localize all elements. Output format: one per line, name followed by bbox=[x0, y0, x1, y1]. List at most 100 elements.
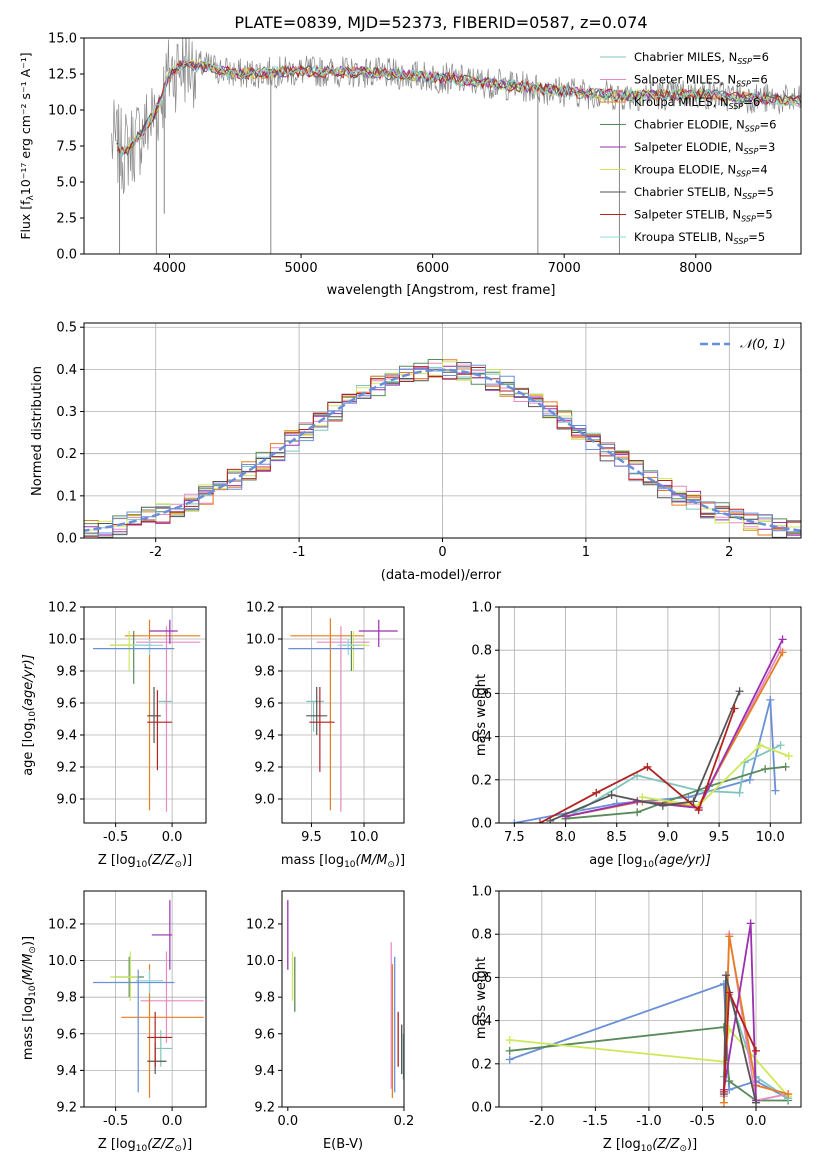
legend-label-sub: SSP bbox=[736, 170, 751, 179]
x-tick-label: 0.0 bbox=[277, 1114, 298, 1129]
y-tick-label: 0.8 bbox=[471, 644, 492, 659]
data-point-marker bbox=[784, 1090, 793, 1099]
y-tick-label: 0.6 bbox=[471, 971, 492, 986]
data-point-marker bbox=[735, 788, 744, 797]
data-point-marker bbox=[725, 932, 734, 941]
y-tick-label: 0.1 bbox=[56, 489, 77, 504]
y-tick-label: 9.2 bbox=[56, 1101, 77, 1116]
mZ-xlabel-rest: (Z/Z bbox=[147, 1137, 175, 1152]
legend-label-end: =6 bbox=[760, 118, 777, 132]
legend-label-sub: SSP bbox=[745, 125, 760, 134]
y-tick-label: 9.8 bbox=[56, 991, 77, 1006]
ageZ-ylabel: age [log10(age/yr)] bbox=[21, 654, 38, 776]
data-point-marker bbox=[694, 806, 703, 815]
y-tick-label: 9.4 bbox=[56, 729, 77, 744]
y-tick-label: 9.4 bbox=[56, 1064, 77, 1079]
x-tick-label: 1 bbox=[582, 545, 590, 560]
data-point-marker bbox=[746, 919, 755, 928]
ageM-xlabel-end: )] bbox=[395, 853, 405, 868]
legend-entry: 𝒩(0, 1) bbox=[740, 336, 786, 351]
data-point-marker bbox=[771, 786, 780, 795]
x-tick-label: 9.5 bbox=[301, 830, 322, 845]
y-tick-label: 9.8 bbox=[254, 991, 275, 1006]
legend-label: Chabrier MILES, N bbox=[634, 50, 737, 64]
data-point-marker bbox=[778, 635, 787, 644]
y-tick-label: 7.5 bbox=[56, 140, 77, 155]
mZ-xlabel-main: Z [log bbox=[98, 1137, 136, 1152]
legend-label-end: =6 bbox=[751, 73, 768, 87]
y-tick-label: 10.2 bbox=[48, 917, 77, 932]
y-tick-label: 0.6 bbox=[471, 687, 492, 702]
axes-frame bbox=[83, 606, 207, 824]
y-tick-label: 10.2 bbox=[246, 917, 275, 932]
residuals-panel: -2 -1 0 1 2 0.0 0.1 0.2 0.3 0.4 0.5 𝒩(0, 1) bbox=[56, 321, 802, 560]
mZ-ylabel-sub: 10 bbox=[28, 985, 38, 997]
axes-frame bbox=[281, 890, 405, 1108]
data-point-marker bbox=[505, 1055, 514, 1064]
figure-title: PLATE=0839, MJD=52373, FIBERID=0587, z=0… bbox=[234, 13, 647, 32]
y-tick-label: 9.2 bbox=[56, 761, 77, 776]
data-point-marker bbox=[725, 988, 734, 997]
legend-label: Kroupa MILES, N bbox=[634, 95, 729, 109]
y-tick-label: 12.5 bbox=[48, 68, 77, 83]
legend-label-sub: SSP bbox=[742, 192, 757, 201]
x-tick-label: 0.0 bbox=[746, 1114, 767, 1129]
ageZ-xlabel-sun: ⊙ bbox=[174, 860, 182, 870]
y-tick-label: 0.5 bbox=[56, 321, 77, 336]
data-point-marker bbox=[607, 790, 616, 799]
x-tick-label: 0.0 bbox=[162, 1114, 183, 1129]
y-tick-label: 10.0 bbox=[48, 633, 77, 648]
legend-label: Salpeter STELIB, N bbox=[634, 208, 741, 222]
y-tick-label: 9.0 bbox=[56, 793, 77, 808]
mass-weight-line bbox=[723, 936, 789, 1103]
spectrum-ylabel-rest: 10⁻¹⁷ erg cm⁻² s⁻¹ A⁻¹] bbox=[18, 52, 33, 195]
y-tick-label: 0.0 bbox=[471, 1101, 492, 1116]
y-tick-label: 10.0 bbox=[48, 954, 77, 969]
axes-frame bbox=[498, 890, 802, 1108]
x-tick-label: -2 bbox=[149, 545, 162, 560]
ageM-xlabel-rest: (M/M bbox=[356, 853, 388, 868]
y-tick-label: 1.0 bbox=[471, 885, 492, 900]
y-tick-label: 9.8 bbox=[254, 665, 275, 680]
x-tick-label: 2 bbox=[725, 545, 733, 560]
legend-entry: Chabrier STELIB, NSSP=5 bbox=[634, 185, 774, 201]
mZ-xlabel-sub: 10 bbox=[136, 1144, 148, 1154]
plot-area bbox=[505, 919, 793, 1107]
legend-label: Salpeter ELODIE, N bbox=[634, 140, 744, 154]
data-point-marker bbox=[638, 793, 647, 802]
legend-entry: Salpeter MILES, NSSP=6 bbox=[634, 73, 768, 89]
y-tick-label: 0.3 bbox=[56, 405, 77, 420]
x-tick-label: 9.0 bbox=[658, 830, 679, 845]
data-point-marker bbox=[730, 704, 739, 713]
mZ-xlabel-sun: ⊙ bbox=[174, 1144, 182, 1154]
data-point-marker bbox=[781, 762, 790, 771]
spectrum-ylabel-lambda: λ bbox=[26, 194, 36, 200]
x-tick-label: 4000 bbox=[153, 261, 186, 276]
wZ-xlabel: Z [log10(Z/Z⊙)] bbox=[603, 1137, 697, 1154]
data-point-marker bbox=[510, 819, 519, 823]
y-tick-label: 0.2 bbox=[471, 1057, 492, 1072]
x-tick-label: -1 bbox=[293, 545, 306, 560]
x-tick-label: -0.5 bbox=[103, 830, 128, 845]
residuals-ylabel: Normed distribution bbox=[30, 366, 45, 496]
data-point-marker bbox=[505, 1036, 514, 1045]
legend-entry: Salpeter ELODIE, NSSP=3 bbox=[634, 140, 775, 156]
plot-area bbox=[288, 618, 398, 812]
data-point-marker bbox=[722, 971, 731, 980]
y-tick-label: 9.8 bbox=[56, 665, 77, 680]
y-tick-label: 9.6 bbox=[56, 697, 77, 712]
data-point-marker bbox=[778, 648, 787, 657]
residual-histogram bbox=[84, 364, 801, 538]
ageZ-xlabel-end: )] bbox=[182, 853, 192, 868]
wZ-xlabel-sun: ⊙ bbox=[679, 1144, 687, 1154]
y-tick-label: 0.0 bbox=[471, 817, 492, 832]
normal-reference-curve bbox=[84, 368, 801, 532]
y-tick-label: 2.5 bbox=[56, 212, 77, 227]
y-tick-label: 0.2 bbox=[56, 447, 77, 462]
legend-label-sub: SSP bbox=[737, 57, 752, 66]
x-tick-label: -0.5 bbox=[103, 1114, 128, 1129]
legend-label-end: =4 bbox=[751, 163, 768, 177]
mass-vs-Z-panel: -0.5 0.0 9.2 9.4 9.6 9.8 10.0 10.2 bbox=[48, 890, 207, 1129]
y-tick-label: 9.0 bbox=[254, 793, 275, 808]
x-tick-label: -2.0 bbox=[529, 1114, 554, 1129]
